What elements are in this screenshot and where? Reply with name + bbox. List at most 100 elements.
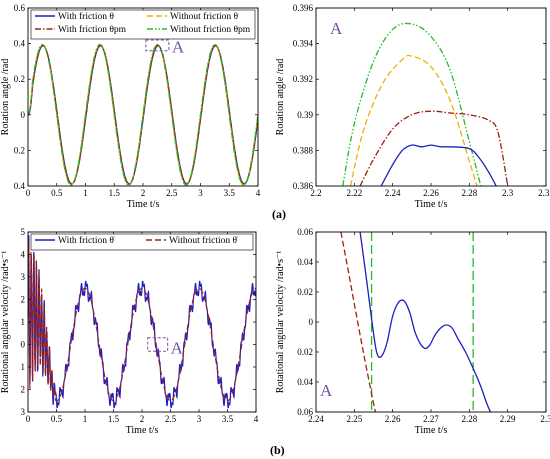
x-tick-label: 1.5 [109,188,121,198]
y-tick-label: 0.4 [14,39,26,49]
x-tick-label: 1.5 [108,414,120,424]
x-tick-label: 0.5 [51,188,63,198]
y-tick-label: 3 [21,272,26,282]
y-axis-label: Rotation angle /rad [0,59,11,136]
y-tick-label: 0 [309,317,314,327]
x-tick-label: 4 [254,414,259,424]
x-tick-label: 2.5 [166,188,178,198]
x-tick-label: 2.3 [540,414,550,424]
y-tick-label: 0.04 [297,377,313,387]
x-tick-label: 2.27 [423,414,439,424]
x-tick-label: 2 [140,414,145,424]
y-tick-label: 0.06 [297,407,313,417]
x-tick-label: 0 [26,414,31,424]
legend-label-1: With friction θ [58,11,114,22]
x-axis-label: Time t/s [127,199,160,210]
series-line-4 [380,144,497,186]
chart-b-left: 0 0.5 1 1.5 2 2.5 3 3.5 4 3 2 1 0 1 2 3 4 5 Time t/s Rotati… [0,227,259,436]
zoom-region-box [147,337,169,352]
y-tick-label: 0 [21,340,26,350]
y-tick-label: 2 [21,295,26,305]
series-line-2 [349,54,478,186]
chart-a-right: 2.2 2.22 2.24 2.26 2.28 2.3 2.32 0.386 0.388 0.39… [275,3,550,210]
series-line-4 [28,43,258,186]
legend: With friction θ Without friction θ With fr… [30,9,256,40]
x-tick-label: 3.5 [224,188,236,198]
x-axis-label: Time t/s [415,425,448,436]
y-tick-label: 0.396 [293,3,314,13]
y-tick-label: 0.2 [14,74,25,84]
plot-frame [315,7,547,187]
y-tick-label: 0.388 [293,145,314,155]
y-tick-label: 2 [21,385,26,395]
x-tick-label: 2.24 [385,188,401,198]
x-tick-label: 2.32 [538,188,550,198]
chart-a-left: 0 0.5 1 1.5 2 2.5 3 3.5 4 0.4 0.2 0 0.2 0.4 0.6 Time t/… [0,3,261,210]
x-tick-label: 1 [83,188,88,198]
x-tick-label: 1 [83,414,88,424]
y-tick-label: 5 [21,227,26,237]
legend: With friction θ̇ Without friction θ̇ [30,233,254,251]
legend-label-4: Without friction θpm [170,24,251,35]
y-tick-label: 3 [21,407,26,417]
legend-label-2: Without friction θ̇ [169,235,238,246]
y-tick-label: 0.4 [14,181,26,191]
x-tick-label: 2.3 [502,188,514,198]
y-tick-label: 0.392 [293,74,313,84]
x-tick-label: 0.5 [51,414,63,424]
zoom-annotation: A [171,338,184,357]
series-line-2 [340,232,377,412]
chart-b-right: 2.24 2.25 2.26 2.27 2.28 2.29 2.3 0.06 0.04 0.02 0… [275,227,550,436]
y-tick-label: 0.02 [297,287,313,297]
series-line-3 [359,110,509,186]
x-axis-label: Time t/s [126,425,159,436]
y-tick-label: 0 [21,110,26,120]
legend-box [30,9,256,40]
x-tick-label: 2.25 [346,414,362,424]
y-tick-label: 0.39 [297,110,313,120]
x-tick-label: 2.26 [385,414,401,424]
legend-label-1: With friction θ̇ [58,235,115,246]
y-tick-label: 1 [21,362,26,372]
zoom-region-box [145,39,170,52]
x-tick-label: 3 [198,188,203,198]
y-tick-label: 0.394 [293,39,314,49]
y-tick-label: 1 [21,317,26,327]
x-tick-label: 2.22 [346,188,362,198]
x-tick-label: 2.24 [308,414,324,424]
y-tick-label: 0.06 [297,227,313,237]
plot-frame [315,231,547,413]
x-tick-label: 3.5 [222,414,234,424]
x-tick-label: 2.2 [310,188,321,198]
x-axis-label: Time t/s [415,199,448,210]
x-tick-label: 0 [26,188,31,198]
series-line-2 [28,242,256,402]
x-tick-label: 2.26 [423,188,439,198]
x-tick-label: 2 [141,188,146,198]
y-tick-label: 0.04 [297,257,313,267]
y-axis-label: Rotation angle /rad [275,59,286,136]
series-line-1 [359,232,492,412]
zoom-annotation: A [320,381,333,400]
y-tick-label: 0.2 [14,145,25,155]
x-tick-label: 4 [256,188,261,198]
y-tick-label: 0.386 [293,181,314,191]
legend-box [30,233,254,251]
zoom-annotation: A [330,19,343,38]
x-tick-label: 2.29 [500,414,516,424]
panel-label-b: (b) [270,443,285,457]
x-tick-label: 2.5 [165,414,177,424]
zoom-annotation: A [172,38,185,57]
series-line-1 [342,22,482,186]
legend-label-2: Without friction θ [170,11,238,22]
y-tick-label: 4 [21,250,26,260]
x-tick-label: 3 [197,414,202,424]
panel-label-a: (a) [272,207,286,221]
y-tick-label: 0.02 [297,347,313,357]
legend-label-3: With friction θpm [58,24,127,35]
x-tick-label: 2.28 [461,188,477,198]
y-tick-label: 0.6 [14,3,26,13]
x-tick-label: 2.28 [461,414,477,424]
y-axis-label: Rotational angular velocity /rad•s⁻¹ [275,251,286,394]
